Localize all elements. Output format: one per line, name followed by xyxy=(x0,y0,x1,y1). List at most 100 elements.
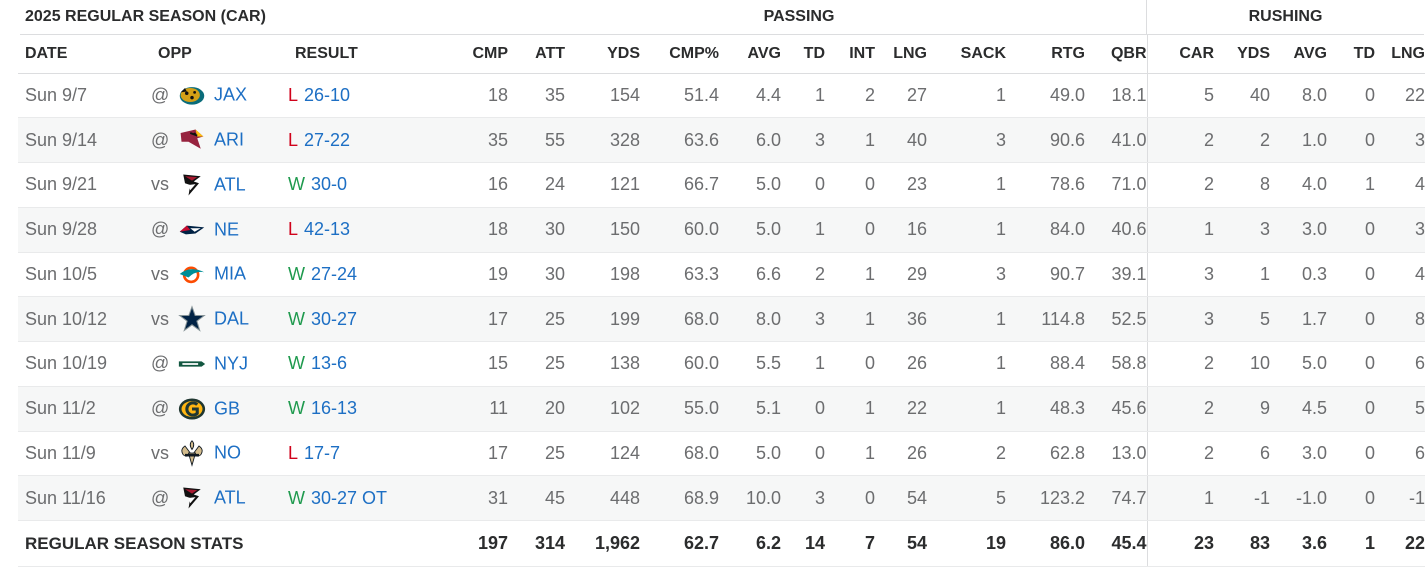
opponent-link[interactable]: NE xyxy=(214,219,240,240)
stat-att: 20 xyxy=(508,386,565,432)
stat-rush-yds: 2 xyxy=(1214,117,1270,163)
stat-pass-td: 0 xyxy=(781,162,825,208)
col-pass-td: TD xyxy=(781,35,825,74)
win-loss-indicator: L xyxy=(288,84,299,105)
game-score-link[interactable]: 27-24 xyxy=(311,263,358,284)
stat-pass-lng: 26 xyxy=(875,431,927,477)
table-row[interactable]: Sun 9/7 @ JAX L 26-10 18 35 154 51.4 4.4 1 2 27 1 49.0… xyxy=(18,73,1425,119)
stat-qbr: 74.7 xyxy=(1085,475,1147,521)
cardinals-logo-icon[interactable] xyxy=(178,126,206,154)
stat-rtg: 123.2 xyxy=(1006,475,1085,521)
table-row[interactable]: Sun 9/28 @ NE L 42-13 18 30 150 60.0 5.0 1 0 16 1 84.0… xyxy=(18,207,1425,253)
cowboys-logo-icon[interactable] xyxy=(178,305,206,333)
game-score-link[interactable]: 13-6 xyxy=(311,353,348,374)
home-away-indicator: @ xyxy=(151,353,170,374)
saints-logo-icon[interactable] xyxy=(178,439,206,467)
total-att: 314 xyxy=(508,520,565,567)
stat-rush-td: 0 xyxy=(1327,207,1375,253)
win-loss-indicator: W xyxy=(288,398,305,419)
table-row[interactable]: Sun 10/5 vs MIA W 27-24 19 30 198 63.3 6.6 2 1 29 3 90… xyxy=(18,252,1425,298)
stat-cmp: 11 xyxy=(438,386,508,432)
stat-cmp-pct: 51.4 xyxy=(640,73,719,119)
falcons-logo-icon[interactable] xyxy=(178,484,206,512)
stat-rush-avg: 3.0 xyxy=(1270,207,1327,253)
stat-cmp: 17 xyxy=(438,431,508,477)
home-away-indicator: vs xyxy=(151,308,169,329)
column-header-row: DATE OPP RESULT CMP ATT YDS CMP% AVG TD … xyxy=(18,35,1425,74)
total-qbr: 45.4 xyxy=(1085,520,1147,567)
stat-sack: 3 xyxy=(927,252,1006,298)
table-row[interactable]: Sun 9/21 vs ATL W 30-0 16 24 121 66.7 5.0 0 0 23 1 78.… xyxy=(18,162,1425,208)
stat-int: 1 xyxy=(825,296,875,342)
stat-att: 30 xyxy=(508,207,565,253)
stat-cmp: 19 xyxy=(438,252,508,298)
total-pass-lng: 54 xyxy=(875,520,927,567)
opponent-link[interactable]: ARI xyxy=(214,129,245,150)
game-score-link[interactable]: 42-13 xyxy=(304,219,351,240)
game-score-link[interactable]: 30-27 OT xyxy=(311,487,388,508)
stat-rush-yds: 1 xyxy=(1214,252,1270,298)
stat-pass-avg: 5.1 xyxy=(719,386,781,432)
game-score-link[interactable]: 16-13 xyxy=(311,398,358,419)
jets-logo-icon[interactable] xyxy=(178,350,206,378)
total-sack: 19 xyxy=(927,520,1006,567)
stat-rush-lng: 22 xyxy=(1375,73,1425,119)
stat-car: 1 xyxy=(1146,207,1214,253)
stat-pass-yds: 150 xyxy=(565,207,640,253)
opponent-link[interactable]: JAX xyxy=(214,84,248,105)
jaguars-logo-icon[interactable] xyxy=(178,81,206,109)
falcons-logo-icon[interactable] xyxy=(178,171,206,199)
opponent-link[interactable]: ATL xyxy=(214,174,246,195)
stat-car: 3 xyxy=(1146,252,1214,298)
opponent-link[interactable]: NYJ xyxy=(214,353,249,374)
opponent-link[interactable]: GB xyxy=(214,398,241,419)
col-sack: SACK xyxy=(927,35,1006,74)
stat-rush-lng: 6 xyxy=(1375,431,1425,477)
opponent-cell: @ GB xyxy=(151,386,288,432)
stat-pass-avg: 5.0 xyxy=(719,431,781,477)
table-row[interactable]: Sun 11/9 vs NO L 17-7 17 25 124 68.0 5.0 0 1 26 2 62.8… xyxy=(18,431,1425,477)
rushing-group-header: RUSHING xyxy=(1146,0,1424,35)
table-row[interactable]: Sun 11/16 @ ATL W 30-27 OT 31 45 448 68.9 10.0 3 0 5… xyxy=(18,475,1425,521)
stat-int: 2 xyxy=(825,73,875,119)
table-row[interactable]: Sun 11/2 @ GB W 16-13 11 20 102 55.0 5.1 0 1 22 1 48.3… xyxy=(18,386,1425,432)
stat-pass-yds: 121 xyxy=(565,162,640,208)
stat-pass-lng: 22 xyxy=(875,386,927,432)
game-score-link[interactable]: 17-7 xyxy=(304,442,341,463)
col-car: CAR xyxy=(1146,35,1214,74)
opponent-link[interactable]: NO xyxy=(214,442,241,463)
game-score-link[interactable]: 26-10 xyxy=(304,84,351,105)
stat-rush-lng: 5 xyxy=(1375,386,1425,432)
stat-pass-avg: 6.0 xyxy=(719,117,781,163)
opponent-cell: vs DAL xyxy=(151,296,288,342)
stat-cmp-pct: 55.0 xyxy=(640,386,719,432)
stat-pass-td: 3 xyxy=(781,296,825,342)
packers-logo-icon[interactable] xyxy=(178,395,206,423)
stat-cmp: 31 xyxy=(438,475,508,521)
stat-car: 1 xyxy=(1146,475,1214,521)
stat-pass-lng: 26 xyxy=(875,341,927,387)
totals-label: REGULAR SEASON STATS xyxy=(18,520,438,567)
opponent-link[interactable]: MIA xyxy=(214,263,247,284)
win-loss-indicator: W xyxy=(288,174,305,195)
game-score-link[interactable]: 30-0 xyxy=(311,174,348,195)
opponent-link[interactable]: ATL xyxy=(214,487,246,508)
stat-qbr: 13.0 xyxy=(1085,431,1147,477)
stat-rtg: 90.7 xyxy=(1006,252,1085,298)
stat-cmp-pct: 63.3 xyxy=(640,252,719,298)
stat-rush-lng: 4 xyxy=(1375,162,1425,208)
stat-cmp: 18 xyxy=(438,73,508,119)
opponent-link[interactable]: DAL xyxy=(214,308,250,329)
stat-rush-yds: 10 xyxy=(1214,341,1270,387)
game-score-link[interactable]: 30-27 xyxy=(311,308,358,329)
patriots-logo-icon[interactable] xyxy=(178,216,206,244)
table-row[interactable]: Sun 10/19 @ NYJ W 13-6 15 25 138 60.0 5.5 1 0 26 1 88.… xyxy=(18,341,1425,387)
opponent-cell: vs ATL xyxy=(151,162,288,208)
table-row[interactable]: Sun 9/14 @ ARI L 27-22 35 55 328 63.6 6.0 3 1 40 3 90.… xyxy=(18,117,1425,163)
game-date: Sun 9/21 xyxy=(18,162,151,208)
game-score-link[interactable]: 27-22 xyxy=(304,129,351,150)
table-row[interactable]: Sun 10/12 vs DAL W 30-27 17 25 199 68.0 8.0 3 1 36 1 1… xyxy=(18,296,1425,342)
dolphins-logo-icon[interactable] xyxy=(178,260,206,288)
stat-rush-td: 0 xyxy=(1327,73,1375,119)
